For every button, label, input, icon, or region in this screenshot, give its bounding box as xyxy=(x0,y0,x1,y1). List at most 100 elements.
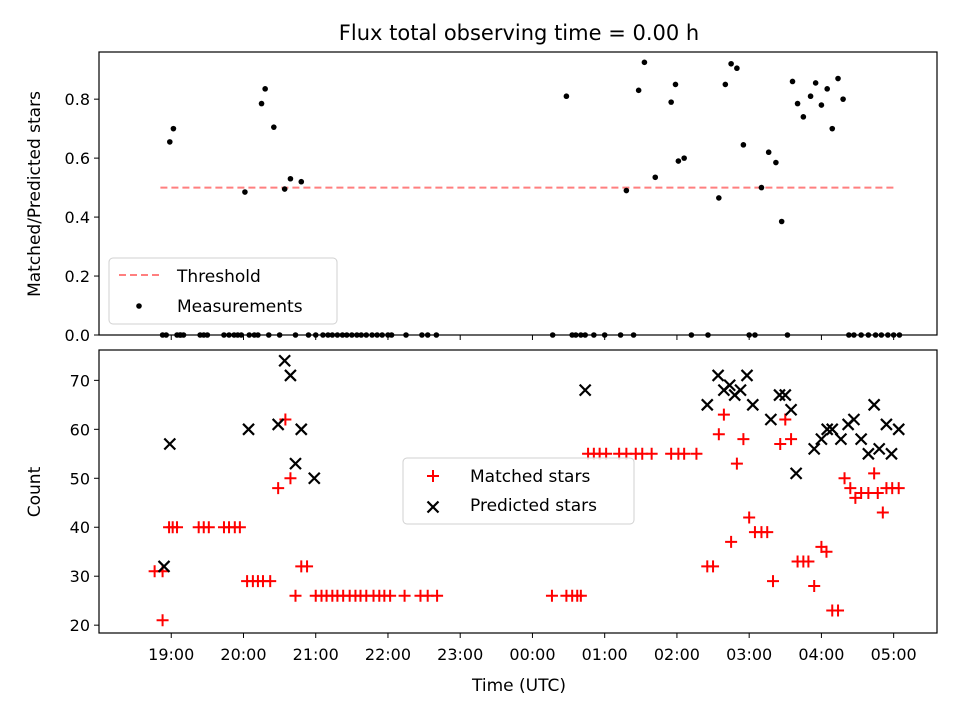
predicted-star-point xyxy=(773,388,786,402)
measurement-point xyxy=(271,124,277,130)
predicted-star-point xyxy=(867,398,881,412)
predicted-star-point xyxy=(289,457,302,470)
measurement-point xyxy=(672,81,679,88)
legend-predicted-swatch xyxy=(426,500,440,514)
predicted-star-point xyxy=(820,423,834,436)
predicted-star-point xyxy=(294,423,308,436)
measurement-point xyxy=(812,80,819,86)
x-tick-label: 19:00 xyxy=(148,645,194,664)
matched-star-point xyxy=(844,482,857,495)
measurement-point xyxy=(835,75,841,82)
predicted-star-point xyxy=(892,423,905,436)
matched-star-point xyxy=(774,438,787,451)
matched-star-point xyxy=(233,521,246,534)
measurement-point xyxy=(789,78,796,85)
measurement-point xyxy=(641,59,648,66)
matched-star-point xyxy=(725,535,738,548)
predicted-star-point xyxy=(834,432,848,446)
measurement-point xyxy=(635,87,642,94)
top-y-tick-label: 0.0 xyxy=(65,326,90,345)
measurement-point xyxy=(563,93,570,100)
matched-star-point xyxy=(398,589,411,602)
predicted-star-point xyxy=(885,447,898,461)
matched-star-point xyxy=(645,447,658,460)
matched-star-point xyxy=(707,560,720,573)
matched-star-point xyxy=(868,467,881,480)
measurement-point xyxy=(623,187,630,194)
predicted-star-point xyxy=(807,442,821,456)
measurement-point xyxy=(758,184,765,191)
measurement-point xyxy=(262,86,268,92)
predicted-star-point xyxy=(157,560,171,573)
matched-star-point xyxy=(717,408,730,421)
measurement-point xyxy=(765,149,772,156)
predicted-star-point xyxy=(779,388,792,402)
predicted-star-point xyxy=(764,413,778,426)
matched-star-point xyxy=(690,447,703,460)
matched-star-point xyxy=(156,614,169,627)
measurement-point xyxy=(652,174,659,181)
matched-star-point xyxy=(574,589,587,602)
matched-star-point xyxy=(785,433,798,446)
chart-title: Flux total observing time = 0.00 h xyxy=(339,21,699,45)
measurement-point xyxy=(242,189,248,195)
measurement-point xyxy=(668,99,674,105)
matched-star-point xyxy=(272,482,285,495)
measurement-point xyxy=(728,60,734,67)
matched-star-point xyxy=(384,589,397,602)
predicted-star-point xyxy=(854,432,868,446)
legend-measurements-swatch xyxy=(136,303,142,309)
measurement-point xyxy=(740,142,747,148)
measurement-point xyxy=(298,178,305,185)
legend-matched-swatch xyxy=(427,470,439,482)
x-tick-label: 21:00 xyxy=(293,645,339,664)
measurement-point xyxy=(807,93,814,100)
legend-matched-label: Matched stars xyxy=(470,467,590,487)
x-tick-label: 20:00 xyxy=(220,645,266,664)
predicted-star-point xyxy=(284,369,297,382)
predicted-star-point xyxy=(723,378,736,392)
top-legend: Threshold Measurements xyxy=(108,257,338,325)
bottom-legend-box xyxy=(402,457,635,525)
matched-star-point xyxy=(838,472,851,485)
x-tick-label: 04:00 xyxy=(798,645,844,664)
matched-star-point xyxy=(743,511,756,524)
matched-star-point xyxy=(431,589,444,602)
bottom-legend: Matched stars Predicted stars xyxy=(402,457,635,525)
measurement-point xyxy=(170,125,177,132)
x-tick-label: 02:00 xyxy=(654,645,700,664)
bottom-y-tick-label: 70 xyxy=(70,371,90,390)
matched-star-point xyxy=(678,447,691,460)
matched-star-point xyxy=(730,457,743,470)
bottom-y-tick-label: 50 xyxy=(70,469,90,488)
measurement-point xyxy=(778,218,785,225)
legend-predicted-label: Predicted stars xyxy=(470,496,597,516)
x-tick-label: 03:00 xyxy=(726,645,772,664)
legend-measurements-label: Measurements xyxy=(177,297,303,317)
measurement-point xyxy=(287,175,294,182)
matched-star-point xyxy=(737,433,750,446)
bottom-y-tick-label: 30 xyxy=(70,567,90,586)
measurement-point xyxy=(258,100,265,107)
bottom-plot-frame xyxy=(98,349,938,634)
bottom-y-axis-label: Count xyxy=(25,466,45,517)
predicted-star-point xyxy=(271,418,285,431)
top-y-tick-label: 0.8 xyxy=(65,90,90,109)
matched-star-point xyxy=(779,413,792,426)
top-y-tick-label: 0.2 xyxy=(65,267,90,286)
matched-star-point xyxy=(264,575,277,588)
top-legend-box xyxy=(108,257,338,325)
predicted-star-point xyxy=(825,423,839,436)
measurement-point xyxy=(722,81,729,88)
predicted-star-point xyxy=(308,472,321,485)
predicted-star-point xyxy=(578,383,592,397)
predicted-star-point xyxy=(278,354,291,368)
predicted-star-point xyxy=(784,403,798,417)
bottom-y-tick-label: 40 xyxy=(70,518,90,537)
measurement-point xyxy=(794,100,801,107)
bottom-plot-area: 20 30 40 50 60 70 19:00 20:00 21:00 22:00 23:00 00:… xyxy=(70,349,938,664)
measurement-point xyxy=(818,102,825,108)
measurement-point xyxy=(840,96,846,102)
x-tick-label: 23:00 xyxy=(437,645,483,664)
x-tick-label: 00:00 xyxy=(509,645,555,664)
